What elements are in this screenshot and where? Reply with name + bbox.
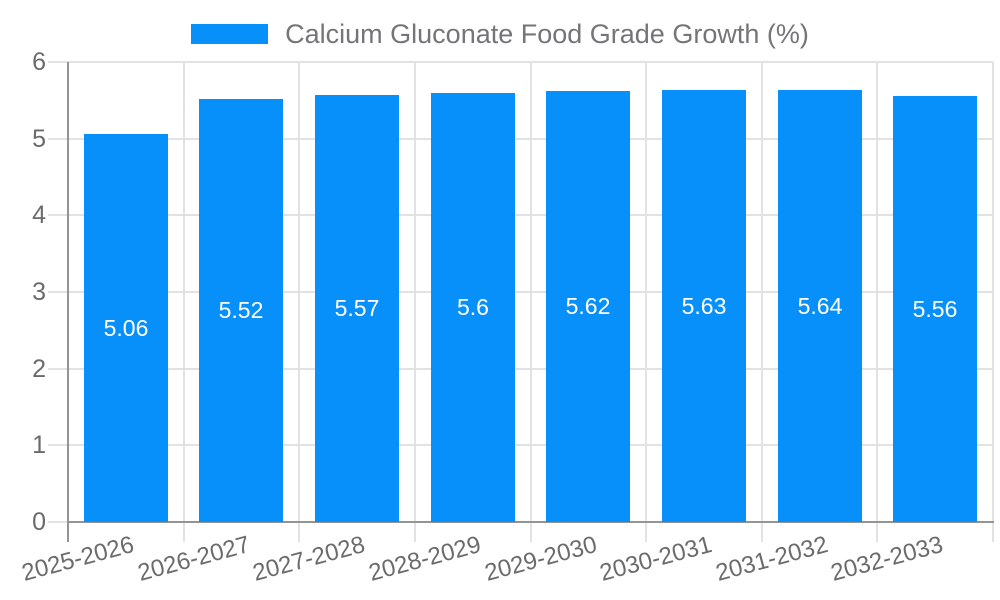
x-axis-tick-label: 2025-2026: [18, 531, 137, 587]
x-axis-tick: [876, 522, 879, 542]
chart-legend[interactable]: Calcium Gluconate Food Grade Growth (%): [0, 18, 1000, 49]
y-axis-tick-label: 0: [32, 508, 46, 536]
y-axis-tick: [48, 521, 68, 523]
bar-value-label: 5.57: [334, 295, 380, 321]
bar-value-label: 5.63: [681, 292, 727, 319]
bar[interactable]: 5.63: [662, 90, 746, 522]
y-axis-tick: [48, 444, 68, 447]
bar[interactable]: 5.64: [778, 90, 862, 522]
x-axis-tick: [992, 522, 994, 542]
x-axis-tick-label: 2028-2029: [365, 531, 484, 587]
x-axis-tick: [298, 522, 301, 542]
x-axis-tick: [645, 522, 648, 542]
x-axis-tick: [529, 522, 532, 542]
x-axis-tick-label: 2031-2032: [712, 531, 831, 587]
x-axis-tick: [760, 522, 763, 542]
y-axis-tick-label: 3: [32, 278, 46, 306]
y-axis-tick-label: 4: [32, 201, 46, 230]
x-axis-line: [67, 521, 994, 523]
gridline-horizontal: [68, 444, 993, 447]
bar-value-label: 5.6: [457, 294, 489, 320]
y-axis-tick-label: 5: [32, 124, 46, 153]
bar[interactable]: 5.06: [84, 134, 168, 522]
x-axis-tick-label: 2032-2033: [828, 531, 947, 587]
bar[interactable]: 5.52: [199, 99, 283, 522]
gridline-horizontal: [68, 61, 993, 63]
gridline-vertical: [992, 62, 994, 522]
y-axis-tick: [48, 291, 68, 293]
gridline-horizontal: [68, 367, 993, 370]
y-axis-line: [67, 62, 69, 542]
y-axis-tick: [48, 137, 68, 140]
y-axis-tick: [48, 214, 68, 217]
bar-value-label: 5.62: [565, 293, 611, 319]
bar-value-label: 5.52: [218, 297, 264, 323]
y-axis-tick: [48, 61, 68, 63]
y-axis-tick: [48, 367, 68, 370]
y-axis-tick-label: 6: [32, 48, 46, 76]
gridline-horizontal: [68, 214, 993, 217]
x-axis-tick: [413, 522, 416, 542]
x-axis-tick-label: 2026-2027: [134, 531, 253, 587]
x-axis-tick: [182, 522, 185, 542]
bar-value-label: 5.06: [103, 314, 149, 341]
gridline-horizontal: [68, 137, 993, 140]
gridline-horizontal: [68, 291, 993, 293]
bar[interactable]: 5.62: [546, 91, 630, 522]
x-axis-tick-label: 2029-2030: [481, 531, 600, 587]
bar-value-label: 5.56: [912, 295, 958, 322]
legend-label: Calcium Gluconate Food Grade Growth (%): [285, 18, 809, 49]
bar[interactable]: 5.57: [315, 95, 399, 522]
y-axis-tick-label: 1: [32, 431, 46, 460]
bar[interactable]: 5.56: [893, 96, 977, 522]
legend-color-swatch: [191, 24, 269, 44]
x-axis-tick-label: 2030-2031: [597, 531, 715, 587]
y-axis-tick-label: 2: [32, 354, 46, 383]
bar-value-label: 5.64: [797, 292, 843, 319]
x-axis-tick-label: 2027-2028: [250, 531, 369, 587]
bar[interactable]: 5.6: [431, 93, 515, 522]
